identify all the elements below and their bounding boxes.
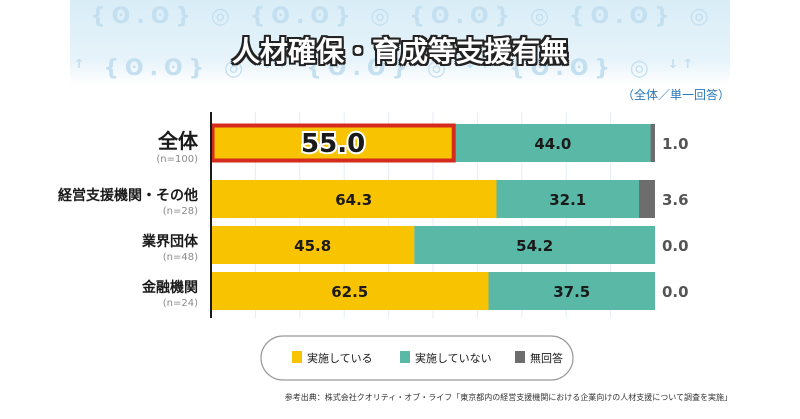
- bar-segment: [414, 226, 655, 264]
- data-label: 55.0: [301, 129, 365, 159]
- title-banner: {ʘ.ʘ} ◎ {ʘ.ʘ} ◎ {ʘ.ʘ} ◎ {ʘ.ʘ} ◎ {ʘ.ʘ} ꜜꜛ…: [70, 0, 730, 85]
- category-label: 業界団体: [141, 233, 199, 250]
- legend-label: 無回答: [530, 351, 563, 365]
- category-label: 経営支援機関・その他: [58, 187, 198, 204]
- legend-label: 実施している: [307, 351, 373, 365]
- category-label: 金融機関: [141, 279, 198, 296]
- bar-segment: [650, 124, 655, 162]
- bar-segment: [488, 272, 655, 310]
- data-label: 54.2: [516, 237, 553, 255]
- highlight-frame: [210, 123, 456, 163]
- bar-segment: [639, 180, 655, 218]
- data-label: 32.1: [549, 191, 586, 209]
- bar-segment: [211, 180, 497, 218]
- source-note: 参考出典：株式会社クオリティ・オブ・ライフ「東京都内の経営支援機関における企業向…: [284, 393, 732, 402]
- data-label: 44.0: [534, 135, 571, 153]
- bar-segment: [211, 226, 415, 264]
- watermark-pattern: ꜜꜛ {ʘ.ʘ} ◎ ꜜꜛ {ʘ.ʘ} ◎ ꜜꜛ {ʘ.ʘ} ◎ ꜜꜛ: [70, 56, 699, 81]
- chart-note: （全体／単一回答）: [621, 88, 730, 102]
- data-label: 3.6: [662, 191, 689, 209]
- legend-swatch: [400, 351, 410, 363]
- legend-swatch: [515, 351, 525, 363]
- category-n-label: (n=24): [163, 298, 198, 309]
- category-n-label: (n=100): [156, 154, 198, 165]
- watermark-pattern: {ʘ.ʘ} ◎ {ʘ.ʘ} ◎ {ʘ.ʘ} ◎ {ʘ.ʘ} ◎ {ʘ.ʘ}: [90, 4, 730, 29]
- category-label: 全体: [157, 129, 199, 153]
- data-label: 62.5: [331, 283, 368, 301]
- legend-label: 実施していない: [415, 351, 492, 365]
- category-n-label: (n=48): [163, 252, 198, 263]
- data-label: 45.8: [294, 237, 331, 255]
- data-label: 64.3: [335, 191, 372, 209]
- bar-segment: [496, 180, 640, 218]
- bar-segment: [455, 124, 651, 162]
- data-label: 0.0: [662, 237, 689, 255]
- legend-box: [260, 335, 574, 381]
- bar-segment: [211, 272, 489, 310]
- data-label: 1.0: [662, 135, 689, 153]
- data-label: 0.0: [662, 283, 689, 301]
- data-label: 37.5: [553, 283, 590, 301]
- legend-swatch: [292, 351, 302, 363]
- chart-title: 人材確保・育成等支援有無: [231, 35, 568, 68]
- category-n-label: (n=28): [163, 206, 198, 217]
- bar-segment: [211, 124, 456, 162]
